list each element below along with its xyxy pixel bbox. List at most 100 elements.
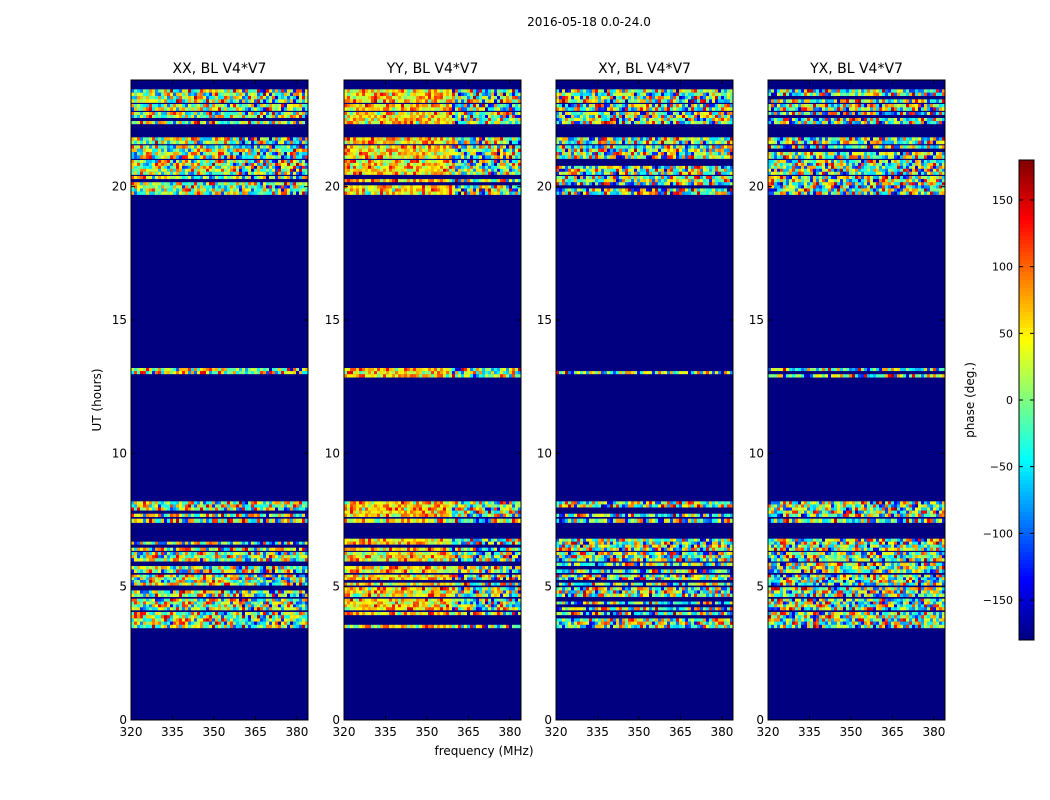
heatmap-cell: [233, 538, 237, 542]
heatmap-cell: [167, 92, 171, 97]
heatmap-cell: [242, 593, 246, 597]
heatmap-cell: [143, 92, 147, 97]
heatmap-cell: [254, 510, 258, 514]
heatmap-cell: [194, 104, 198, 108]
heatmap-cell: [206, 538, 210, 542]
heatmap-cell: [161, 191, 165, 195]
heatmap-cell: [200, 615, 204, 619]
heatmap-cell: [182, 569, 186, 573]
heatmap-cell: [137, 518, 141, 523]
heatmap-cell: [134, 504, 138, 508]
heatmap-cell: [140, 513, 144, 517]
heatmap-cell: [407, 566, 411, 570]
heatmap-cell: [497, 582, 501, 586]
heatmap-cell: [302, 569, 306, 573]
heatmap-cell: [287, 582, 291, 586]
heatmap-cell: [176, 577, 180, 581]
heatmap-cell: [203, 547, 207, 551]
heatmap-cell: [176, 562, 180, 567]
heatmap-cell: [182, 92, 186, 97]
heatmap-cell: [425, 615, 429, 619]
heatmap-cell: [188, 504, 192, 508]
heatmap-cell: [188, 104, 192, 108]
heatmap-cell: [278, 547, 282, 551]
heatmap-cell: [155, 374, 159, 378]
heatmap-cell: [359, 580, 363, 583]
heatmap-cell: [290, 612, 294, 616]
heatmap-cell: [278, 544, 282, 548]
heatmap-cell: [206, 137, 210, 141]
heatmap-cell: [257, 558, 261, 562]
heatmap-cell: [179, 155, 183, 159]
heatmap-cell: [275, 504, 279, 508]
heatmap-cell: [206, 593, 210, 597]
heatmap-cell: [161, 538, 165, 542]
heatmap-cell: [155, 607, 159, 611]
heatmap-cell: [224, 566, 228, 570]
heatmap-cell: [356, 590, 360, 594]
heatmap-cell: [284, 89, 288, 93]
heatmap-cell: [170, 538, 174, 542]
heatmap-cell: [218, 566, 222, 570]
heatmap-cell: [281, 541, 285, 545]
heatmap-cell: [224, 574, 228, 578]
heatmap-cell: [293, 593, 297, 597]
heatmap-cell: [188, 566, 192, 570]
heatmap-cell: [194, 580, 198, 583]
heatmap-cell: [209, 513, 213, 517]
heatmap-cell: [236, 374, 240, 378]
heatmap-cell: [227, 145, 231, 149]
heatmap-cell: [254, 593, 258, 597]
heatmap-cell: [293, 538, 297, 542]
heatmap-cell: [257, 541, 261, 545]
heatmap-cell: [287, 145, 291, 149]
heatmap-cell: [305, 168, 309, 172]
heatmap-cell: [245, 92, 249, 97]
heatmap-cell: [227, 96, 231, 100]
heatmap-cell: [251, 513, 255, 517]
heatmap-cell: [164, 624, 168, 629]
heatmap-cell: [251, 618, 255, 622]
heatmap-cell: [260, 518, 264, 523]
heatmap-cell: [215, 179, 219, 183]
heatmap-cell: [266, 137, 270, 141]
heatmap-cell: [257, 148, 261, 153]
heatmap-cell: [170, 374, 174, 378]
heatmap-cell: [212, 191, 216, 195]
heatmap-cell: [275, 538, 279, 542]
heatmap-cell: [233, 574, 237, 578]
heatmap-cell: [146, 518, 150, 523]
heatmap-cell: [476, 598, 480, 602]
heatmap-cell: [257, 137, 261, 141]
heatmap-cell: [206, 185, 210, 189]
heatmap-cell: [242, 604, 246, 608]
heatmap-cell: [161, 577, 165, 581]
heatmap-cell: [251, 168, 255, 172]
heatmap-cell: [203, 582, 207, 586]
heatmap-cell: [419, 621, 423, 625]
heatmap-cell: [155, 168, 159, 172]
heatmap-cell: [515, 601, 519, 605]
heatmap-cell: [188, 137, 192, 141]
heatmap-cell: [458, 587, 462, 591]
heatmap-cell: [290, 160, 294, 164]
heatmap-cell: [374, 566, 378, 570]
heatmap-cell: [257, 507, 261, 511]
heatmap-cell: [476, 601, 480, 605]
heatmap-cell: [485, 574, 489, 578]
heatmap-cell: [500, 577, 504, 581]
heatmap-cell: [236, 590, 240, 594]
heatmap-cell: [374, 577, 378, 581]
heatmap-cell: [257, 587, 261, 591]
heatmap-cell: [461, 624, 465, 629]
heatmap-cell: [269, 185, 273, 189]
heatmap-cell: [212, 590, 216, 594]
data-band: [131, 160, 309, 175]
heatmap-cell: [497, 593, 501, 597]
heatmap-cell: [485, 552, 489, 556]
heatmap-cell: [302, 607, 306, 611]
heatmap-cell: [383, 562, 387, 567]
heatmap-cell: [362, 604, 366, 608]
heatmap-cell: [203, 191, 207, 195]
heatmap-cell: [170, 191, 174, 195]
